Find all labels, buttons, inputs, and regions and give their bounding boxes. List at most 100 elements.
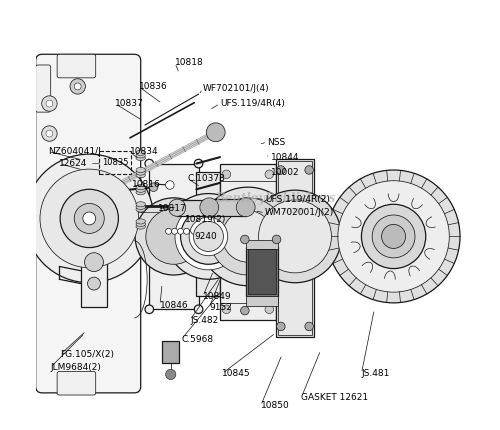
Text: 10850: 10850 <box>260 401 290 410</box>
Text: 10845: 10845 <box>222 369 251 378</box>
Circle shape <box>166 181 174 189</box>
Circle shape <box>172 228 177 234</box>
Text: 10819(2): 10819(2) <box>185 215 226 224</box>
Text: 9152: 9152 <box>210 303 232 312</box>
Text: 10835: 10835 <box>102 158 128 167</box>
Circle shape <box>83 212 96 225</box>
Ellipse shape <box>136 190 145 195</box>
Circle shape <box>222 211 274 262</box>
Ellipse shape <box>136 153 145 158</box>
Circle shape <box>88 277 101 290</box>
Circle shape <box>200 198 218 217</box>
Circle shape <box>258 200 332 273</box>
Circle shape <box>372 215 415 258</box>
Circle shape <box>222 170 230 178</box>
Circle shape <box>206 123 225 142</box>
Circle shape <box>146 209 202 264</box>
Bar <box>162 341 180 363</box>
Circle shape <box>180 209 236 264</box>
Ellipse shape <box>136 187 145 192</box>
Circle shape <box>46 100 53 107</box>
Circle shape <box>145 305 154 313</box>
Circle shape <box>184 228 190 234</box>
Ellipse shape <box>136 219 145 224</box>
Circle shape <box>189 217 228 256</box>
Text: .com: .com <box>281 206 304 215</box>
Bar <box>150 163 198 309</box>
Ellipse shape <box>136 221 145 227</box>
Text: UFS.119/4R(4): UFS.119/4R(4) <box>220 99 285 108</box>
Text: JS.482: JS.482 <box>190 316 218 325</box>
Circle shape <box>200 199 218 216</box>
Ellipse shape <box>136 202 145 207</box>
Text: GASKET 12621: GASKET 12621 <box>302 393 368 402</box>
Bar <box>276 159 314 337</box>
Ellipse shape <box>136 167 145 172</box>
Ellipse shape <box>136 155 145 160</box>
Circle shape <box>166 228 172 234</box>
Circle shape <box>240 306 249 315</box>
Text: 9240: 9240 <box>194 232 217 241</box>
Circle shape <box>276 322 285 331</box>
Bar <box>246 247 278 296</box>
Circle shape <box>198 187 297 286</box>
Text: 10836: 10836 <box>138 82 168 91</box>
Text: 10844: 10844 <box>270 153 299 162</box>
FancyBboxPatch shape <box>57 372 96 395</box>
Circle shape <box>25 154 154 283</box>
Bar <box>278 161 312 335</box>
Text: C.5968: C.5968 <box>182 335 214 344</box>
Bar <box>220 163 276 320</box>
Ellipse shape <box>136 204 145 209</box>
Text: 10837: 10837 <box>115 99 143 108</box>
Text: 12624: 12624 <box>60 159 88 168</box>
Circle shape <box>265 305 274 313</box>
Circle shape <box>265 170 274 178</box>
Circle shape <box>327 170 460 303</box>
Circle shape <box>74 203 104 233</box>
Text: WF702101/J(4): WF702101/J(4) <box>203 84 270 93</box>
Circle shape <box>194 159 203 168</box>
Circle shape <box>305 322 314 331</box>
Text: 10818: 10818 <box>175 58 204 68</box>
Ellipse shape <box>136 172 145 178</box>
Ellipse shape <box>136 224 145 229</box>
Text: JS.481: JS.481 <box>362 369 390 378</box>
Circle shape <box>178 228 184 234</box>
Circle shape <box>145 159 154 168</box>
Circle shape <box>194 305 203 313</box>
Text: 10816: 10816 <box>132 181 161 190</box>
Circle shape <box>46 130 53 137</box>
Bar <box>80 245 108 307</box>
Text: BentleyPublishers: BentleyPublishers <box>216 192 336 205</box>
Circle shape <box>60 189 118 248</box>
Circle shape <box>248 190 342 283</box>
Circle shape <box>42 126 57 141</box>
Bar <box>196 172 220 296</box>
Circle shape <box>338 181 450 292</box>
Circle shape <box>362 204 426 269</box>
Circle shape <box>166 194 252 280</box>
Bar <box>248 249 276 294</box>
Bar <box>177 200 210 216</box>
Circle shape <box>135 198 212 275</box>
Circle shape <box>175 203 242 270</box>
Circle shape <box>166 369 176 380</box>
Text: FG.105/X(2): FG.105/X(2) <box>60 350 114 359</box>
Bar <box>246 240 278 249</box>
Circle shape <box>74 83 81 90</box>
Text: 10002: 10002 <box>270 168 299 177</box>
Circle shape <box>236 198 255 217</box>
Text: 10817: 10817 <box>158 204 186 213</box>
Text: C.10378: C.10378 <box>188 174 226 183</box>
Circle shape <box>240 201 251 212</box>
Circle shape <box>210 198 286 275</box>
Text: NZ604041/J: NZ604041/J <box>48 147 102 156</box>
Text: UFS.119/4R(2): UFS.119/4R(2) <box>265 196 330 205</box>
Ellipse shape <box>136 150 145 155</box>
Bar <box>99 150 132 174</box>
Circle shape <box>42 96 57 111</box>
Circle shape <box>382 224 406 249</box>
Circle shape <box>240 235 249 244</box>
Circle shape <box>194 221 224 252</box>
